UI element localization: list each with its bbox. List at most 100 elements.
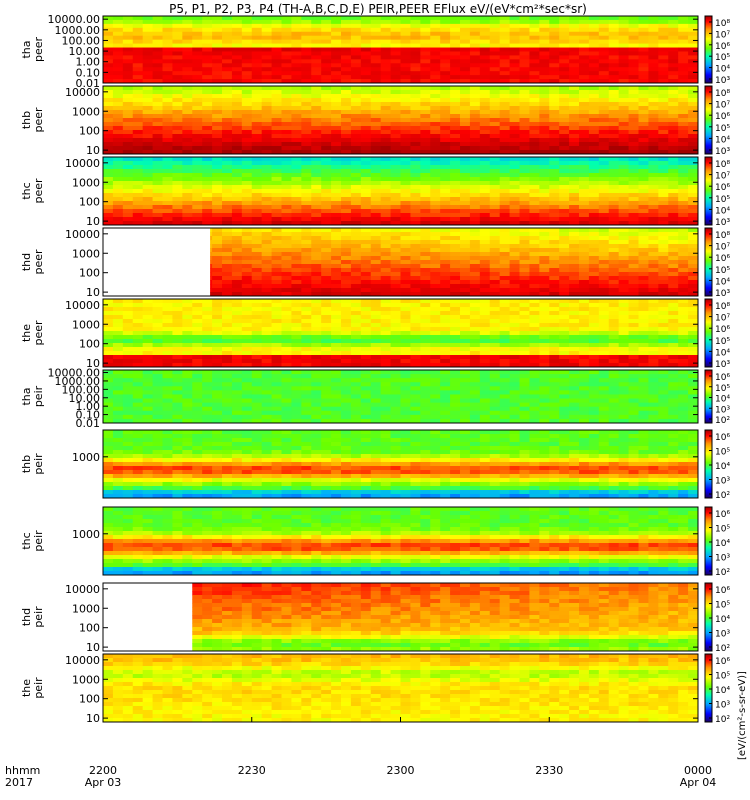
y-tick-label: 0.01 xyxy=(76,417,101,430)
y-tick-label: 10000 xyxy=(65,157,100,170)
colorbar-tick-label: 10⁵ xyxy=(715,124,730,134)
y-tick-label: 100 xyxy=(79,693,100,706)
x-tick-label: 2230 xyxy=(238,764,266,777)
colorbar-tick-label: 10⁷ xyxy=(715,314,730,324)
panel-label-probe: the xyxy=(20,679,33,697)
panel-label-product: peer xyxy=(32,249,45,275)
panel-label-probe: thb xyxy=(20,111,33,129)
panel-label-probe: thc xyxy=(20,182,33,199)
colorbar-tick-label: 10⁴ xyxy=(715,135,730,145)
colorbar-gradient xyxy=(704,227,713,297)
colorbar-tick-label: 10⁵ xyxy=(715,672,730,682)
colorbar-tick-label: 10⁴ xyxy=(715,348,730,358)
colorbar-gradient xyxy=(704,156,713,226)
y-tick-label: 1.00 xyxy=(76,400,101,413)
colorbar-tick-label: 10³ xyxy=(715,405,730,415)
colorbar-tick-label: 10⁴ xyxy=(715,615,730,625)
colorbar-tick-label: 10⁵ xyxy=(715,384,730,394)
colorbar-tick-label: 10⁴ xyxy=(715,539,730,549)
y-tick-label: 10 xyxy=(86,144,100,157)
panel-frame xyxy=(102,506,699,576)
y-tick-label: 10000 xyxy=(65,86,100,99)
y-tick-label: 1000 xyxy=(72,176,100,189)
x-tick-label: 0000 xyxy=(684,764,712,777)
colorbar-tick-label: 10⁶ xyxy=(715,325,730,335)
panel-label-probe: thb xyxy=(20,455,33,473)
colorbar-gradient xyxy=(704,582,713,652)
colorbar-tick-label: 10⁵ xyxy=(715,448,730,458)
colorbar-tick-label: 10⁶ xyxy=(715,657,730,667)
colorbar-tick-label: 10⁶ xyxy=(715,586,730,596)
colorbar-tick-label: 10⁵ xyxy=(715,53,730,63)
panel-frame xyxy=(102,156,699,226)
panel-the-peir: 10000 1000 100 10 the peir 10⁶ 10⁵ 10⁴ 10³ 10² xyxy=(20,653,730,725)
colorbar-tick-label: 10² xyxy=(715,715,730,725)
panel-label-product: peer xyxy=(32,178,45,204)
panel-label-product: peir xyxy=(32,677,45,699)
colorbar: 10⁶ 10⁵ 10⁴ 10³ 10² xyxy=(704,429,730,501)
colorbar-tick-label: 10⁵ xyxy=(715,195,730,205)
colorbar-tick-label: 10⁵ xyxy=(715,525,730,535)
colorbar-tick-label: 10² xyxy=(715,568,730,578)
y-tick-label: 100.00 xyxy=(62,34,101,47)
colorbar-gradient xyxy=(704,85,713,155)
colorbar: 10⁶ 10⁵ 10⁴ 10³ 10² xyxy=(704,582,730,654)
colorbar: 10⁶ 10⁵ 10⁴ 10³ 10² xyxy=(704,506,730,578)
colorbar-tick-label: 10⁶ xyxy=(715,112,730,122)
panel-frame xyxy=(102,582,699,652)
colorbar-tick-label: 10³ xyxy=(715,701,730,711)
x-tick-date: Apr 04 xyxy=(680,776,717,789)
y-tick-label: 10 xyxy=(86,215,100,228)
colorbar-tick-label: 10³ xyxy=(715,289,730,299)
y-tick-label: 1000.00 xyxy=(55,24,101,37)
colorbar-tick-label: 10⁴ xyxy=(715,395,730,405)
colorbar-tick-label: 10³ xyxy=(715,630,730,640)
colorbar-gradient xyxy=(704,15,713,84)
colorbar-tick-label: 10³ xyxy=(715,554,730,564)
y-tick-label: 100 xyxy=(79,338,100,351)
x-label-hhmm: hhmm xyxy=(5,764,40,777)
colorbar-tick-label: 10² xyxy=(715,491,730,501)
spectrogram-cells xyxy=(103,370,699,424)
panel-label-probe: tha xyxy=(20,387,33,405)
y-tick-label: 1000 xyxy=(72,318,100,331)
colorbar-gradient xyxy=(704,298,713,368)
y-tick-label: 100 xyxy=(79,196,100,209)
y-tick-label: 10 xyxy=(86,357,100,370)
colorbar-tick-label: 10⁴ xyxy=(715,65,730,75)
colorbar-tick-label: 10⁶ xyxy=(715,510,730,520)
colorbar-gradient xyxy=(704,506,713,576)
panel-label-product: peer xyxy=(32,107,45,133)
y-tick-label: 10 xyxy=(86,641,100,654)
spectrogram-cells xyxy=(192,583,699,652)
spectrogram-cells xyxy=(210,228,699,297)
x-tick-label: 2200 xyxy=(89,764,117,777)
colorbar-gradient xyxy=(704,429,713,499)
colorbar-unit: [eV/(cm²-s-sr-eV)] xyxy=(737,671,748,760)
y-tick-label: 100 xyxy=(79,125,100,138)
panel-frame xyxy=(102,429,699,499)
colorbar-tick-label: 10⁶ xyxy=(715,254,730,264)
figure-title: P5, P1, P2, P3, P4 (TH-A,B,C,D,E) PEIR,P… xyxy=(169,2,587,16)
x-label-year: 2017 xyxy=(5,776,33,789)
panel-label-probe: thd xyxy=(20,253,33,271)
panel-label-product: peir xyxy=(32,385,45,407)
colorbar-tick-label: 10⁴ xyxy=(715,206,730,216)
y-tick-label: 10.00 xyxy=(69,392,101,405)
colorbar-tick-label: 10³ xyxy=(715,360,730,370)
colorbar-tick-label: 10⁶ xyxy=(715,373,730,383)
panel-thb-peir: 1000 thb peir 10⁶ 10⁵ 10⁴ 10³ 10² xyxy=(20,429,730,501)
panel-thc-peir: 1000 thc peir 10⁶ 10⁵ 10⁴ 10³ 10² xyxy=(20,506,730,578)
colorbar-tick-label: 10³ xyxy=(715,147,730,157)
colorbar-tick-label: 10³ xyxy=(715,76,730,86)
